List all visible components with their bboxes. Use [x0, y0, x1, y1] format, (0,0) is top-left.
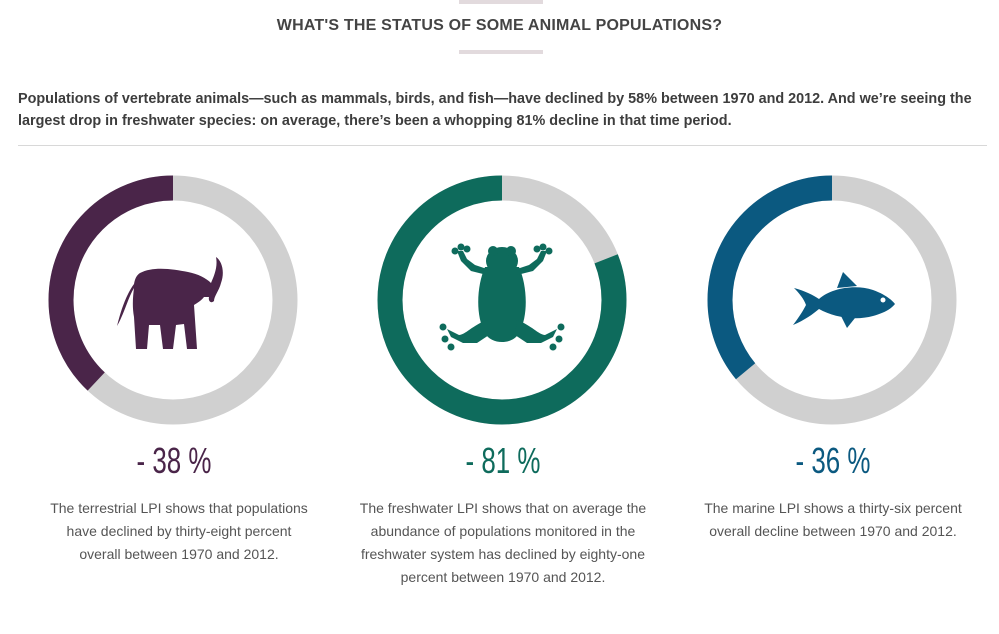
- elephant-icon: [117, 257, 223, 349]
- description-freshwater: The freshwater LPI shows that on average…: [359, 500, 647, 585]
- percent-label-marine: - 36 %: [795, 440, 871, 481]
- title-bar-top: [459, 0, 543, 4]
- donut-arc-terrestrial: [48, 175, 298, 425]
- fish-icon: [793, 272, 895, 328]
- page-title: WHAT'S THE STATUS OF SOME ANIMAL POPULAT…: [276, 17, 723, 34]
- intro-text: Populations of vertebrate animals—such a…: [18, 91, 972, 129]
- frog-icon: [439, 243, 565, 351]
- donut-arc-marine: [707, 175, 957, 425]
- donut-chart-marine: [707, 175, 957, 425]
- donut-arc-freshwater: [377, 175, 627, 425]
- title-bar-bottom: [459, 50, 543, 54]
- divider: [18, 145, 987, 146]
- percent-label-freshwater: - 81 %: [465, 440, 541, 481]
- percent-label-terrestrial: - 38 %: [136, 440, 212, 481]
- description-marine: The marine LPI shows a thirty-six percen…: [704, 500, 962, 539]
- description-terrestrial: The terrestrial LPI shows that populatio…: [50, 500, 308, 562]
- donut-chart-terrestrial: [48, 175, 298, 425]
- donut-chart-freshwater: [377, 175, 627, 425]
